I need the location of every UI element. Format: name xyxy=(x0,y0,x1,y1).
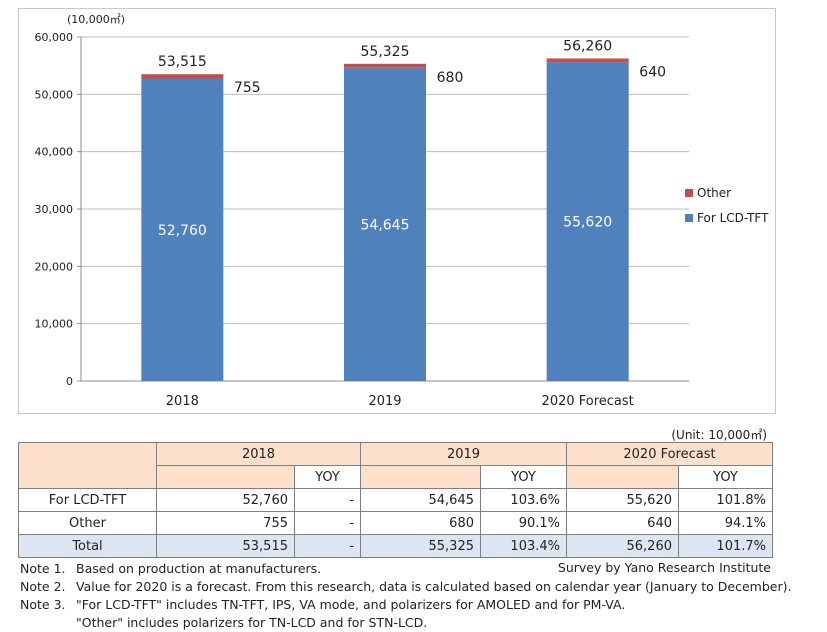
y-tick-label: 50,000 xyxy=(35,88,74,101)
y-tick-label: 0 xyxy=(66,375,73,388)
table-cell: 55,620 xyxy=(566,488,679,512)
note-text: Based on production at manufacturers. xyxy=(76,561,322,576)
table-cell: 90.1% xyxy=(480,511,567,535)
survey-credit: Survey by Yano Research Institute xyxy=(557,560,771,575)
legend-swatch xyxy=(685,214,693,222)
table-row-total: Total 53,515 - 55,325 103.4% 56,260 101.… xyxy=(18,534,773,558)
subheader-yoy: YOY xyxy=(294,465,361,489)
subheader-yoy: YOY xyxy=(678,465,773,489)
table-cell: 56,260 xyxy=(566,534,679,558)
subheader-blank xyxy=(156,465,295,489)
data-label-for-lcd-tft: 52,760 xyxy=(158,223,207,239)
bar-other xyxy=(546,58,629,63)
bar-other xyxy=(344,63,426,68)
stacked-bar-chart: (10,000㎡) 0 10,000 20,000 30,000 40,000 50,000… xyxy=(35,13,770,409)
subheader-blank xyxy=(566,465,679,489)
legend-label: For LCD-TFT xyxy=(697,211,769,225)
note-text: "Other" includes polarizers for TN-LCD a… xyxy=(76,615,428,630)
data-label-other: 755 xyxy=(234,80,261,96)
x-tick-label: 2020 Forecast xyxy=(542,394,634,409)
data-table: 2018 2019 2020 Forecast YOY YOY YOY For … xyxy=(18,442,773,558)
legend-swatch xyxy=(685,189,693,197)
table-cell: 101.7% xyxy=(678,534,773,558)
subheader-yoy: YOY xyxy=(480,465,567,489)
table-cell: 640 xyxy=(566,511,679,535)
table-row: For LCD-TFT 52,760 - 54,645 103.6% 55,62… xyxy=(18,488,773,512)
row-label: Total xyxy=(18,534,157,558)
table-cell: 101.8% xyxy=(678,488,773,512)
table-cell: - xyxy=(294,534,361,558)
table-cell: 53,515 xyxy=(156,534,295,558)
bar-for-lcd-tft xyxy=(546,62,629,381)
data-label-other: 680 xyxy=(437,70,464,86)
note: Note 1. Based on production at manufactu… xyxy=(20,560,820,578)
table-cell: 54,645 xyxy=(360,488,481,512)
note-key: Note 3. xyxy=(20,597,66,612)
y-tick-label: 40,000 xyxy=(35,146,74,159)
note: Note 3. "For LCD-TFT" includes TN-TFT, I… xyxy=(20,596,820,614)
table-cell: - xyxy=(294,511,361,535)
data-label-total: 55,325 xyxy=(361,44,410,60)
table-cell: 94.1% xyxy=(678,511,773,535)
table-unit-note: (Unit: 10,000㎡) xyxy=(671,428,767,442)
note-key xyxy=(20,614,76,632)
row-label: For LCD-TFT xyxy=(18,488,157,512)
header-year-2020: 2020 Forecast xyxy=(566,442,773,466)
table-cell: 680 xyxy=(360,511,481,535)
data-label-total: 53,515 xyxy=(158,54,207,70)
y-tick-label: 30,000 xyxy=(35,203,74,216)
table-subheader-row: YOY YOY YOY xyxy=(19,465,773,489)
table-cell: 55,325 xyxy=(360,534,481,558)
header-year-2018: 2018 xyxy=(156,442,361,466)
note-text: Value for 2020 is a forecast. From this … xyxy=(76,579,792,594)
data-label-for-lcd-tft: 54,645 xyxy=(361,217,410,233)
table-cell: - xyxy=(294,488,361,512)
row-label: Other xyxy=(18,511,157,535)
note-text: "For LCD-TFT" includes TN-TFT, IPS, VA m… xyxy=(76,597,626,612)
legend-label: Other xyxy=(697,186,731,200)
note: "Other" includes polarizers for TN-LCD a… xyxy=(20,614,820,632)
subheader-blank xyxy=(360,465,481,489)
y-tick-label: 60,000 xyxy=(35,31,74,44)
table-cell: 755 xyxy=(156,511,295,535)
note-key: Note 1. xyxy=(20,561,66,576)
table-cell: 103.4% xyxy=(480,534,567,558)
x-tick-label: 2019 xyxy=(368,394,401,409)
bar-for-lcd-tft xyxy=(141,78,224,381)
data-label-other: 640 xyxy=(639,64,666,80)
y-tick-label: 10,000 xyxy=(35,318,74,331)
note: Note 2. Value for 2020 is a forecast. Fr… xyxy=(20,578,820,596)
table-cell: 52,760 xyxy=(156,488,295,512)
table-row: Other 755 - 680 90.1% 640 94.1% xyxy=(18,511,773,535)
chart-frame: (10,000㎡) 0 10,000 20,000 30,000 40,000 50,000… xyxy=(18,8,776,414)
data-label-for-lcd-tft: 55,620 xyxy=(563,215,612,231)
x-tick-label: 2018 xyxy=(166,394,199,409)
y-unit-label: (10,000㎡) xyxy=(67,13,125,26)
notes: Note 1. Based on production at manufactu… xyxy=(20,560,820,632)
table-corner xyxy=(18,442,157,489)
table-cell: 103.6% xyxy=(480,488,567,512)
note-key: Note 2. xyxy=(20,579,66,594)
table-header-row: 2018 2019 2020 Forecast xyxy=(18,442,773,489)
y-tick-label: 20,000 xyxy=(35,260,74,273)
data-label-total: 56,260 xyxy=(563,38,612,54)
bar-for-lcd-tft xyxy=(344,67,426,381)
bar-other xyxy=(141,74,224,79)
header-year-2019: 2019 xyxy=(360,442,567,466)
